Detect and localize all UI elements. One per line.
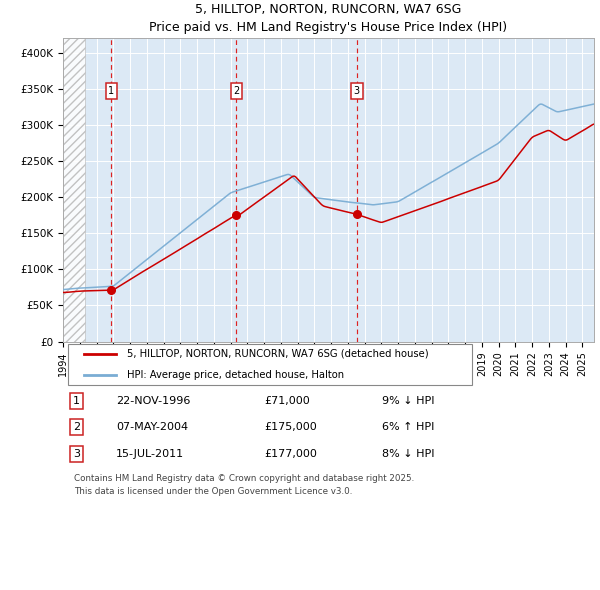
Text: 6% ↑ HPI: 6% ↑ HPI bbox=[382, 422, 434, 432]
Title: 5, HILLTOP, NORTON, RUNCORN, WA7 6SG
Price paid vs. HM Land Registry's House Pri: 5, HILLTOP, NORTON, RUNCORN, WA7 6SG Pri… bbox=[149, 4, 508, 34]
Text: 1: 1 bbox=[73, 396, 80, 406]
Text: 22-NOV-1996: 22-NOV-1996 bbox=[116, 396, 190, 406]
FancyBboxPatch shape bbox=[68, 344, 472, 385]
Text: 2: 2 bbox=[233, 86, 239, 96]
Text: 1: 1 bbox=[109, 86, 115, 96]
Text: 2: 2 bbox=[73, 422, 80, 432]
Text: 07-MAY-2004: 07-MAY-2004 bbox=[116, 422, 188, 432]
Text: 9% ↓ HPI: 9% ↓ HPI bbox=[382, 396, 434, 406]
Text: Contains HM Land Registry data © Crown copyright and database right 2025.
This d: Contains HM Land Registry data © Crown c… bbox=[74, 474, 414, 496]
Text: HPI: Average price, detached house, Halton: HPI: Average price, detached house, Halt… bbox=[127, 370, 344, 380]
Text: £177,000: £177,000 bbox=[265, 449, 317, 459]
Text: 8% ↓ HPI: 8% ↓ HPI bbox=[382, 449, 434, 459]
Text: £71,000: £71,000 bbox=[265, 396, 311, 406]
Text: 15-JUL-2011: 15-JUL-2011 bbox=[116, 449, 184, 459]
Text: 3: 3 bbox=[354, 86, 360, 96]
Text: 5, HILLTOP, NORTON, RUNCORN, WA7 6SG (detached house): 5, HILLTOP, NORTON, RUNCORN, WA7 6SG (de… bbox=[127, 349, 428, 359]
Text: 3: 3 bbox=[73, 449, 80, 459]
Text: £175,000: £175,000 bbox=[265, 422, 317, 432]
